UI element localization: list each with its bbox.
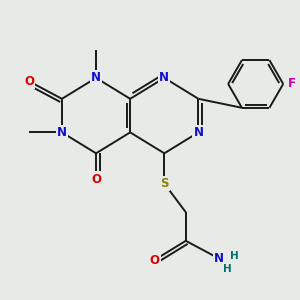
Text: N: N	[159, 71, 169, 84]
Text: F: F	[288, 77, 296, 91]
Text: O: O	[91, 173, 101, 186]
Text: N: N	[91, 71, 101, 84]
Text: N: N	[194, 126, 203, 139]
Text: O: O	[24, 75, 34, 88]
Text: O: O	[149, 254, 159, 267]
Text: H: H	[223, 264, 232, 274]
Text: N: N	[57, 126, 67, 139]
Text: H: H	[230, 251, 239, 261]
Text: N: N	[214, 252, 224, 265]
Text: S: S	[160, 177, 169, 190]
